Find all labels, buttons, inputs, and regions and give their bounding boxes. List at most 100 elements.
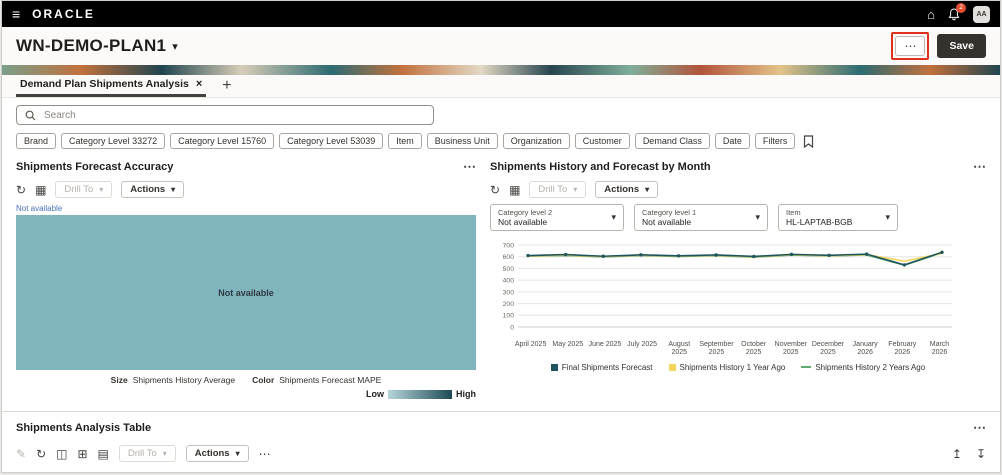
- chevron-down-icon: ▾: [605, 212, 616, 223]
- actions-label: Actions: [195, 448, 230, 459]
- copy-icon[interactable]: ◫: [56, 448, 67, 460]
- filter-chip[interactable]: Category Level 15760: [170, 133, 274, 149]
- overflow-menu-button[interactable]: ⋯: [463, 159, 476, 175]
- search-bar[interactable]: [16, 105, 434, 125]
- filter-select[interactable]: Category level 1Not available▾: [634, 204, 768, 231]
- chevron-down-icon: ▾: [879, 212, 890, 223]
- color-value: Shipments Forecast MAPE: [279, 375, 381, 385]
- chevron-down-icon: ▾: [645, 186, 649, 194]
- page-header-actions: ⋯ Save: [891, 32, 986, 60]
- panel-header: Shipments Analysis Table ⋯: [16, 420, 986, 436]
- save-button[interactable]: Save: [937, 34, 986, 58]
- export-icon[interactable]: ↥: [952, 448, 962, 460]
- search-icon: [25, 110, 36, 121]
- chevron-down-icon: ▾: [749, 212, 760, 223]
- filter-chip[interactable]: Organization: [503, 133, 570, 149]
- shipments-forecast-accuracy-panel: Shipments Forecast Accuracy ⋯ ↻ ▦ Drill …: [16, 159, 476, 399]
- download-icon[interactable]: ↧: [976, 448, 986, 460]
- legend-marker: [551, 364, 558, 371]
- actions-label: Actions: [604, 184, 639, 195]
- filter-chip[interactable]: Business Unit: [427, 133, 498, 149]
- drill-to-label: Drill To: [538, 184, 567, 195]
- filter-chip[interactable]: Date: [715, 133, 750, 149]
- drill-to-label: Drill To: [64, 184, 93, 195]
- filter-chip[interactable]: Brand: [16, 133, 56, 149]
- x-axis-label: December 2025: [809, 341, 846, 358]
- chart-options-icon[interactable]: ▦: [509, 184, 520, 196]
- refresh-icon[interactable]: ↻: [490, 184, 500, 196]
- not-available-note: Not available: [16, 204, 476, 213]
- actions-label: Actions: [130, 184, 165, 195]
- x-axis-label: November 2025: [772, 341, 809, 358]
- actions-dropdown[interactable]: Actions ▾: [121, 181, 184, 198]
- filter-select[interactable]: Category level 2Not available▾: [490, 204, 624, 231]
- chart-options-icon[interactable]: ▦: [35, 184, 46, 196]
- filter-chip[interactable]: Filters: [755, 133, 796, 149]
- svg-text:300: 300: [503, 289, 515, 296]
- hamburger-menu-icon[interactable]: ≡: [12, 7, 20, 21]
- overflow-menu-button[interactable]: ⋯: [259, 448, 271, 460]
- treemap-caption: Size Shipments History Average Color Shi…: [16, 375, 476, 385]
- filter-select[interactable]: ItemHL-LAPTAB-BGB▾: [778, 204, 898, 231]
- overflow-menu-button[interactable]: ⋯: [973, 159, 986, 175]
- x-axis-label: August 2025: [661, 341, 698, 358]
- close-icon[interactable]: ×: [196, 79, 202, 90]
- shipments-analysis-table-panel: Shipments Analysis Table ⋯ ✎ ↻ ◫ ⊞ ▤ Dri…: [2, 412, 1000, 462]
- search-row: [2, 98, 1000, 128]
- color-scale-legend: Low High: [16, 389, 476, 399]
- panel-title: Shipments Forecast Accuracy: [16, 161, 173, 173]
- bookmark-icon[interactable]: [803, 135, 814, 148]
- filter-chip-row: Brand Category Level 33272 Category Level …: [2, 128, 1000, 153]
- actions-dropdown[interactable]: Actions ▾: [186, 445, 249, 462]
- filter-chip[interactable]: Category Level 53039: [279, 133, 383, 149]
- size-value: Shipments History Average: [133, 375, 235, 385]
- edit-icon[interactable]: ✎: [16, 448, 26, 460]
- search-input[interactable]: [42, 109, 425, 122]
- svg-text:600: 600: [503, 254, 515, 261]
- avatar[interactable]: AA: [973, 6, 990, 23]
- chevron-down-icon[interactable]: ▾: [172, 40, 178, 53]
- legend-item: Shipments History 2 Years Ago: [801, 363, 925, 372]
- x-axis-label: September 2025: [698, 341, 735, 358]
- drill-to-dropdown[interactable]: Drill To ▾: [529, 181, 586, 198]
- filter-chip[interactable]: Demand Class: [635, 133, 710, 149]
- filter-chip[interactable]: Customer: [575, 133, 630, 149]
- page-more-actions-button[interactable]: ⋯: [895, 36, 925, 56]
- notification-badge: 2: [956, 3, 966, 13]
- panel-header: Shipments Forecast Accuracy ⋯: [16, 159, 476, 175]
- legend-item: Final Shipments Forecast: [551, 363, 653, 372]
- notifications-button[interactable]: 2: [948, 8, 960, 21]
- tab-bar: Demand Plan Shipments Analysis × +: [2, 75, 1000, 98]
- chevron-down-icon: ▾: [236, 450, 240, 458]
- color-gradient-bar: [388, 390, 452, 399]
- refresh-icon[interactable]: ↻: [36, 448, 46, 460]
- calendar-icon[interactable]: ▤: [98, 448, 109, 460]
- global-header: ≡ ORACLE ⌂ 2 AA: [2, 1, 1000, 27]
- size-label: Size: [111, 375, 128, 385]
- history-filter-row: Category level 2Not available▾ Category l…: [490, 204, 986, 231]
- table-toolbar: ✎ ↻ ◫ ⊞ ▤ Drill To ▾ Actions ▾ ⋯ ↥ ↧: [16, 445, 986, 462]
- overflow-menu-button[interactable]: ⋯: [973, 420, 986, 436]
- tab-demand-plan-shipments-analysis[interactable]: Demand Plan Shipments Analysis ×: [16, 74, 206, 97]
- x-axis-labels: April 2025May 2025June 2025July 2025Augu…: [512, 341, 958, 358]
- panel-title: Shipments History and Forecast by Month: [490, 161, 711, 173]
- chevron-down-icon: ▾: [573, 186, 577, 194]
- x-axis-label: July 2025: [624, 341, 661, 358]
- grid-view-icon[interactable]: ⊞: [77, 448, 87, 460]
- filter-chip[interactable]: Category Level 33272: [61, 133, 165, 149]
- x-axis-label: February 2026: [884, 341, 921, 358]
- drill-to-dropdown[interactable]: Drill To ▾: [55, 181, 112, 198]
- drill-to-dropdown[interactable]: Drill To ▾: [119, 445, 176, 462]
- shipments-history-forecast-panel: Shipments History and Forecast by Month …: [490, 159, 986, 399]
- actions-dropdown[interactable]: Actions ▾: [595, 181, 658, 198]
- treemap[interactable]: Not available: [16, 215, 476, 370]
- svg-text:500: 500: [503, 266, 515, 273]
- add-tab-button[interactable]: +: [222, 78, 231, 97]
- home-icon[interactable]: ⌂: [927, 8, 935, 21]
- filter-chip[interactable]: Item: [388, 133, 422, 149]
- content-panels: Shipments Forecast Accuracy ⋯ ↻ ▦ Drill …: [2, 153, 1000, 399]
- legend-item: Shipments History 1 Year Ago: [669, 363, 786, 372]
- legend-label: Final Shipments Forecast: [562, 363, 653, 372]
- refresh-icon[interactable]: ↻: [16, 184, 26, 196]
- select-value: HL-LAPTAB-BGB: [786, 217, 879, 227]
